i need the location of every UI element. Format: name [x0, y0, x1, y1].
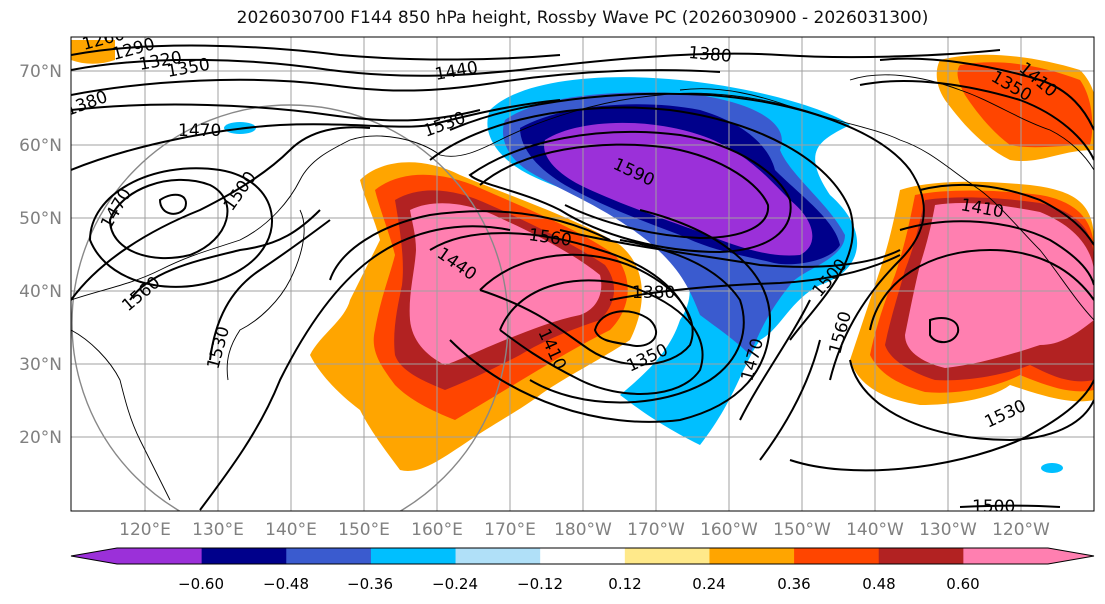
contour-label: 1500	[972, 497, 1015, 517]
colorbar-tick-label: −0.12	[517, 575, 563, 593]
colorbar-tick-labels: −0.60 −0.48 −0.36 −0.24 −0.12 0.12 0.24 …	[178, 575, 980, 593]
lon-label: 130°E	[192, 520, 244, 540]
lat-label: 50°N	[19, 209, 62, 229]
contour-label: 1470	[178, 121, 221, 141]
latitude-labels: 70°N 60°N 50°N 40°N 30°N 20°N	[19, 62, 62, 448]
colorbar-tick-label: 0.12	[608, 575, 641, 593]
colorbar-segment	[963, 548, 1049, 564]
lon-label: 150°W	[773, 520, 831, 540]
colorbar-segment	[624, 548, 710, 564]
colorbar-segment	[709, 548, 795, 564]
lon-label: 170°E	[484, 520, 536, 540]
height-contours	[71, 44, 1094, 511]
colorbar-right-extension	[1048, 548, 1094, 564]
blue-patch	[1041, 463, 1063, 473]
colorbar-segment	[455, 548, 541, 564]
contour-label: 1380	[632, 283, 675, 303]
map-title: 2026030700 F144 850 hPa height, Rossby W…	[236, 8, 929, 28]
colorbar-segment	[201, 548, 287, 564]
colorbar-tick-label: −0.24	[432, 575, 478, 593]
colorbar-segment	[117, 548, 203, 564]
lon-label: 130°W	[919, 520, 977, 540]
lat-label: 60°N	[19, 136, 62, 156]
lon-label: 160°W	[700, 520, 758, 540]
lat-label: 20°N	[19, 428, 62, 448]
lon-label: 140°W	[846, 520, 904, 540]
positive-anomaly-east	[850, 54, 1094, 405]
colorbar-tick-label: 0.60	[946, 575, 979, 593]
region-circle	[71, 104, 509, 511]
lon-label: 120°W	[992, 520, 1050, 540]
colorbar-segment	[370, 548, 457, 564]
lat-label: 30°N	[19, 355, 62, 375]
contour-label: 1380	[688, 43, 733, 67]
lon-label: 150°E	[338, 520, 390, 540]
colorbar-tick-label: 0.36	[777, 575, 810, 593]
colorbar-segment	[794, 548, 880, 564]
colorbar	[70, 547, 1095, 565]
colorbar-tick-label: −0.36	[347, 575, 393, 593]
colorbar-outline	[70, 547, 1095, 565]
lon-label: 140°E	[265, 520, 317, 540]
lon-label: 180°W	[554, 520, 612, 540]
map-area: 1260 1290 1320 1350 1380 1440 1470 1530 …	[71, 37, 1094, 517]
lat-label: 70°N	[19, 62, 62, 82]
map-border	[70, 36, 1095, 512]
colorbar-tick-label: 0.24	[692, 575, 725, 593]
lon-label: 170°W	[627, 520, 685, 540]
coastlines	[71, 74, 1094, 501]
lat-label: 40°N	[19, 282, 62, 302]
longitude-labels: 120°E 130°E 140°E 150°E 160°E 170°E 180°…	[119, 520, 1050, 540]
colorbar-segment	[540, 548, 626, 564]
lon-label: 160°E	[411, 520, 463, 540]
lon-label: 120°E	[119, 520, 171, 540]
colorbar-left-extension	[71, 548, 117, 564]
colorbar-segment	[878, 548, 964, 564]
colorbar-segment	[286, 548, 372, 564]
colorbar-tick-label: −0.60	[178, 575, 224, 593]
colorbar-tick-label: 0.48	[862, 575, 895, 593]
colorbar-tick-label: −0.48	[263, 575, 309, 593]
